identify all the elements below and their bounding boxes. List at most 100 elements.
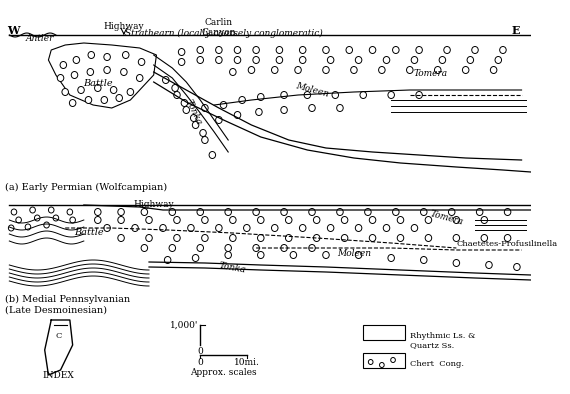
Circle shape (258, 234, 264, 242)
Circle shape (225, 245, 231, 251)
FancyBboxPatch shape (363, 353, 405, 368)
Circle shape (337, 208, 343, 216)
Circle shape (271, 225, 278, 232)
Text: 10mi.: 10mi. (234, 358, 260, 367)
Circle shape (132, 225, 139, 232)
Circle shape (425, 216, 431, 223)
Circle shape (472, 46, 478, 54)
Circle shape (172, 84, 178, 91)
Circle shape (70, 100, 76, 106)
Circle shape (323, 67, 329, 74)
Circle shape (397, 216, 404, 223)
Text: Highway: Highway (133, 200, 174, 209)
Circle shape (481, 234, 487, 242)
Circle shape (253, 245, 259, 251)
Circle shape (309, 104, 315, 112)
Text: INDEX: INDEX (43, 371, 75, 380)
Circle shape (16, 217, 22, 223)
Circle shape (44, 222, 50, 228)
Circle shape (337, 104, 343, 112)
Circle shape (87, 69, 93, 76)
Circle shape (327, 225, 334, 232)
Circle shape (234, 46, 241, 54)
Circle shape (295, 67, 302, 74)
Circle shape (30, 207, 35, 213)
Circle shape (123, 52, 129, 58)
Circle shape (355, 251, 362, 258)
Text: E: E (511, 25, 520, 36)
Circle shape (181, 100, 188, 106)
Text: Approx. scales: Approx. scales (190, 368, 257, 377)
Circle shape (299, 56, 306, 63)
Circle shape (281, 245, 287, 251)
Circle shape (118, 216, 124, 223)
Circle shape (323, 251, 329, 258)
Circle shape (411, 225, 418, 232)
Circle shape (141, 245, 148, 251)
Text: Battle: Battle (83, 78, 113, 87)
Circle shape (139, 58, 145, 65)
Circle shape (53, 215, 59, 221)
Circle shape (209, 152, 215, 158)
Circle shape (281, 208, 287, 216)
Circle shape (86, 97, 92, 104)
Circle shape (495, 56, 502, 63)
Circle shape (355, 225, 362, 232)
Circle shape (383, 56, 390, 63)
Circle shape (393, 46, 399, 54)
Circle shape (253, 208, 259, 216)
Circle shape (271, 67, 278, 74)
Circle shape (365, 208, 371, 216)
Circle shape (369, 216, 376, 223)
Circle shape (449, 208, 455, 216)
Text: 1,000': 1,000' (170, 320, 198, 329)
Circle shape (286, 216, 292, 223)
Circle shape (490, 67, 497, 74)
Circle shape (234, 56, 241, 63)
Circle shape (309, 208, 315, 216)
Circle shape (397, 234, 404, 242)
Circle shape (88, 52, 95, 58)
Circle shape (378, 67, 385, 74)
Circle shape (304, 91, 311, 98)
Circle shape (393, 208, 399, 216)
Circle shape (341, 234, 348, 242)
Text: 0: 0 (197, 347, 203, 356)
Circle shape (421, 208, 427, 216)
Circle shape (323, 46, 329, 54)
Circle shape (299, 225, 306, 232)
Circle shape (162, 76, 169, 84)
Circle shape (146, 234, 152, 242)
Text: C: C (55, 332, 62, 340)
Circle shape (174, 91, 180, 98)
Circle shape (416, 46, 422, 54)
Circle shape (388, 255, 394, 262)
Circle shape (192, 121, 199, 128)
Circle shape (9, 225, 14, 231)
Circle shape (346, 46, 352, 54)
Text: Moleen: Moleen (337, 249, 371, 258)
Circle shape (481, 216, 487, 223)
Circle shape (368, 359, 373, 364)
Circle shape (486, 262, 492, 268)
Circle shape (388, 91, 394, 98)
Circle shape (73, 56, 80, 63)
Circle shape (369, 234, 376, 242)
Circle shape (202, 234, 208, 242)
Circle shape (230, 69, 236, 76)
Circle shape (25, 224, 31, 230)
Circle shape (188, 225, 194, 232)
Circle shape (104, 225, 111, 232)
Text: Battle: Battle (74, 227, 103, 236)
Circle shape (500, 46, 506, 54)
Circle shape (380, 362, 384, 368)
Text: (b) Medial Pennsylvanian
(Late Desmoinesian): (b) Medial Pennsylvanian (Late Desmoines… (5, 295, 130, 314)
Circle shape (197, 56, 203, 63)
Circle shape (406, 67, 413, 74)
Text: Antler: Antler (26, 33, 55, 43)
Text: Chaetetes-Profusilinella: Chaetetes-Profusilinella (457, 240, 557, 248)
Circle shape (234, 112, 241, 119)
Circle shape (116, 95, 123, 102)
Circle shape (104, 54, 111, 61)
Circle shape (48, 207, 54, 213)
